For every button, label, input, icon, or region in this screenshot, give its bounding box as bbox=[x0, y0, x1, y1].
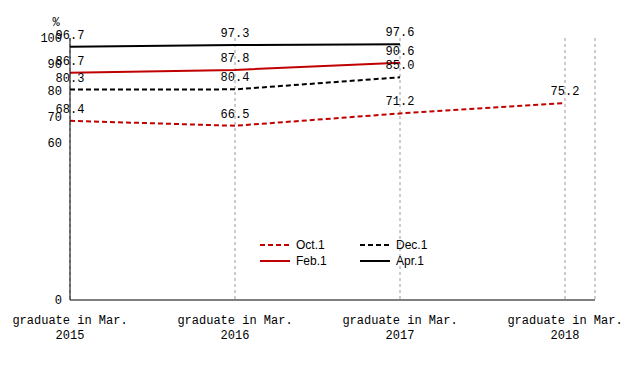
svg-text:2017: 2017 bbox=[386, 329, 415, 343]
svg-text:graduate in Mar.: graduate in Mar. bbox=[12, 314, 127, 328]
svg-text:2018: 2018 bbox=[551, 329, 580, 343]
html-text:Dec.1: Dec.1 bbox=[396, 238, 428, 252]
svg-text:71.2: 71.2 bbox=[386, 95, 415, 109]
svg-text:66.5: 66.5 bbox=[221, 108, 250, 122]
svg-text:70: 70 bbox=[47, 110, 62, 125]
svg-text:90.6: 90.6 bbox=[386, 45, 415, 59]
svg-text:100: 100 bbox=[40, 32, 62, 47]
svg-text:0: 0 bbox=[55, 294, 62, 308]
svg-text:97.3: 97.3 bbox=[221, 27, 250, 41]
svg-text:85.0: 85.0 bbox=[386, 59, 415, 73]
svg-text:86.7: 86.7 bbox=[56, 55, 85, 69]
svg-text:2015: 2015 bbox=[56, 329, 85, 343]
svg-text:97.6: 97.6 bbox=[386, 26, 415, 40]
svg-text:graduate in Mar.: graduate in Mar. bbox=[342, 314, 457, 328]
html-text:Oct.1: Oct.1 bbox=[296, 238, 325, 252]
svg-text:80.3: 80.3 bbox=[56, 72, 85, 86]
svg-text:96.7: 96.7 bbox=[56, 29, 85, 43]
svg-text:80: 80 bbox=[48, 85, 62, 99]
svg-text:graduate in Mar.: graduate in Mar. bbox=[507, 314, 622, 328]
svg-text:75.2: 75.2 bbox=[551, 85, 580, 99]
html-text:Apr.1: Apr.1 bbox=[396, 254, 424, 268]
svg-text:68.4: 68.4 bbox=[56, 103, 85, 117]
svg-text:80.4: 80.4 bbox=[221, 71, 250, 85]
svg-text:2016: 2016 bbox=[221, 329, 250, 343]
html-text:Feb.1: Feb.1 bbox=[296, 254, 327, 268]
svg-text:graduate in Mar.: graduate in Mar. bbox=[177, 314, 292, 328]
svg-text:87.8: 87.8 bbox=[221, 52, 250, 66]
svg-text:60: 60 bbox=[48, 137, 62, 151]
